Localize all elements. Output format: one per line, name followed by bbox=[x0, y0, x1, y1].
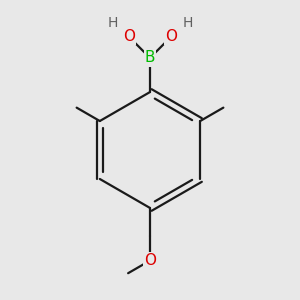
Text: H: H bbox=[182, 16, 193, 30]
Text: O: O bbox=[165, 29, 177, 44]
Text: O: O bbox=[144, 253, 156, 268]
Text: O: O bbox=[123, 29, 135, 44]
Text: H: H bbox=[107, 16, 118, 30]
Text: B: B bbox=[145, 50, 155, 65]
